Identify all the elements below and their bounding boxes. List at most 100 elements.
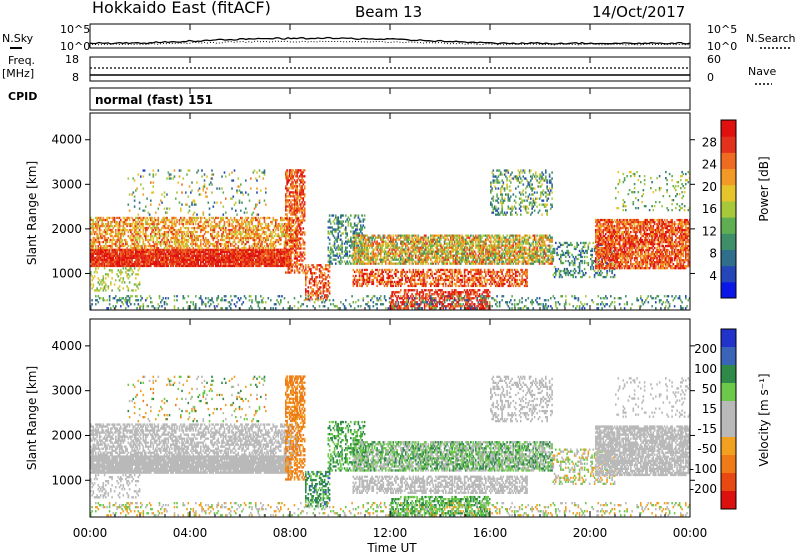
power-cell xyxy=(301,219,303,222)
power-cell xyxy=(131,228,133,232)
power-cell xyxy=(193,226,196,230)
power-cell xyxy=(212,242,215,246)
power-cell xyxy=(306,276,308,279)
power-cell xyxy=(156,238,158,242)
power-cell xyxy=(326,276,328,279)
power-cell xyxy=(320,264,322,267)
power-cell xyxy=(396,242,398,245)
power-cell xyxy=(163,264,166,268)
power-cell xyxy=(181,254,183,257)
power-cell xyxy=(171,260,173,264)
power-cell xyxy=(142,264,145,268)
power-cell xyxy=(261,250,263,253)
power-cell xyxy=(318,276,321,279)
power-cell xyxy=(128,193,131,196)
power-cell xyxy=(97,262,100,266)
power-cell xyxy=(415,248,417,251)
power-cell xyxy=(295,185,297,188)
power-cell xyxy=(296,257,298,260)
power-cell xyxy=(190,216,192,220)
power-cell xyxy=(92,283,95,286)
power-cell xyxy=(96,234,98,238)
power-cell xyxy=(126,240,128,244)
power-cell xyxy=(228,230,231,234)
power-cell xyxy=(117,246,120,250)
power-cell xyxy=(172,248,175,251)
power-cell xyxy=(123,254,126,257)
power-cell xyxy=(105,260,107,264)
power-cell xyxy=(221,264,223,268)
power-cell xyxy=(293,243,296,246)
power-cell xyxy=(393,248,396,251)
power-cell xyxy=(120,232,122,236)
power-cell xyxy=(105,246,107,250)
power-cell xyxy=(203,228,206,232)
power-cell xyxy=(91,248,93,251)
power-cell xyxy=(238,250,241,253)
power-cell xyxy=(411,260,413,263)
power-cell xyxy=(297,259,300,262)
power-cell xyxy=(238,258,241,261)
power-cell xyxy=(290,173,292,176)
power-cell xyxy=(152,224,155,228)
power-cell xyxy=(263,216,266,220)
power-cell xyxy=(152,236,155,240)
power-cell xyxy=(296,251,298,254)
power-cell xyxy=(225,236,227,240)
power-cell xyxy=(107,250,110,253)
power-cell xyxy=(118,262,121,266)
power-cell xyxy=(175,258,177,261)
power-cell xyxy=(260,262,262,266)
power-cell xyxy=(127,287,130,290)
power-cell xyxy=(248,260,251,264)
power-cell xyxy=(195,236,197,240)
power-cell xyxy=(95,216,97,220)
power-cell xyxy=(130,248,132,251)
power-cell xyxy=(193,203,196,206)
power-cell xyxy=(337,220,340,223)
power-cell xyxy=(173,175,176,178)
power-cell xyxy=(152,169,155,172)
power-cell xyxy=(318,292,321,295)
power-cell xyxy=(245,232,247,236)
power-cell xyxy=(102,256,105,259)
power-cell xyxy=(292,224,295,228)
power-cell xyxy=(302,179,305,182)
power-cell xyxy=(108,269,111,272)
power-cell xyxy=(328,258,331,261)
power-cell xyxy=(192,256,195,259)
power-cell xyxy=(293,253,296,256)
power-cell xyxy=(252,254,255,257)
power-cell xyxy=(173,252,176,255)
power-cell xyxy=(263,173,266,176)
power-cell xyxy=(163,246,166,250)
power-cell xyxy=(117,236,120,240)
power-cell xyxy=(155,258,157,261)
power-cell xyxy=(232,179,235,182)
power-cell xyxy=(280,230,282,234)
power-cell xyxy=(155,242,157,246)
power-cell xyxy=(360,230,362,233)
power-cell xyxy=(123,228,126,232)
power-cell xyxy=(137,213,140,216)
power-cell xyxy=(267,246,270,250)
power-cell xyxy=(158,234,161,238)
power-cell xyxy=(288,260,291,264)
power-cell xyxy=(213,242,216,246)
power-cell xyxy=(225,258,227,261)
power-cell xyxy=(173,218,176,222)
power-cell xyxy=(191,238,193,242)
power-cell xyxy=(328,260,331,263)
power-cell xyxy=(270,240,272,244)
power-cell xyxy=(271,242,273,246)
power-cell xyxy=(233,240,236,244)
power-cell xyxy=(113,264,116,268)
power-cell xyxy=(273,234,276,238)
power-cell xyxy=(300,171,302,174)
power-cell xyxy=(221,234,223,238)
power-cell xyxy=(323,284,326,287)
power-cell xyxy=(100,232,102,236)
power-cell xyxy=(291,265,293,268)
power-cell xyxy=(256,248,258,251)
power-cell xyxy=(297,238,300,242)
